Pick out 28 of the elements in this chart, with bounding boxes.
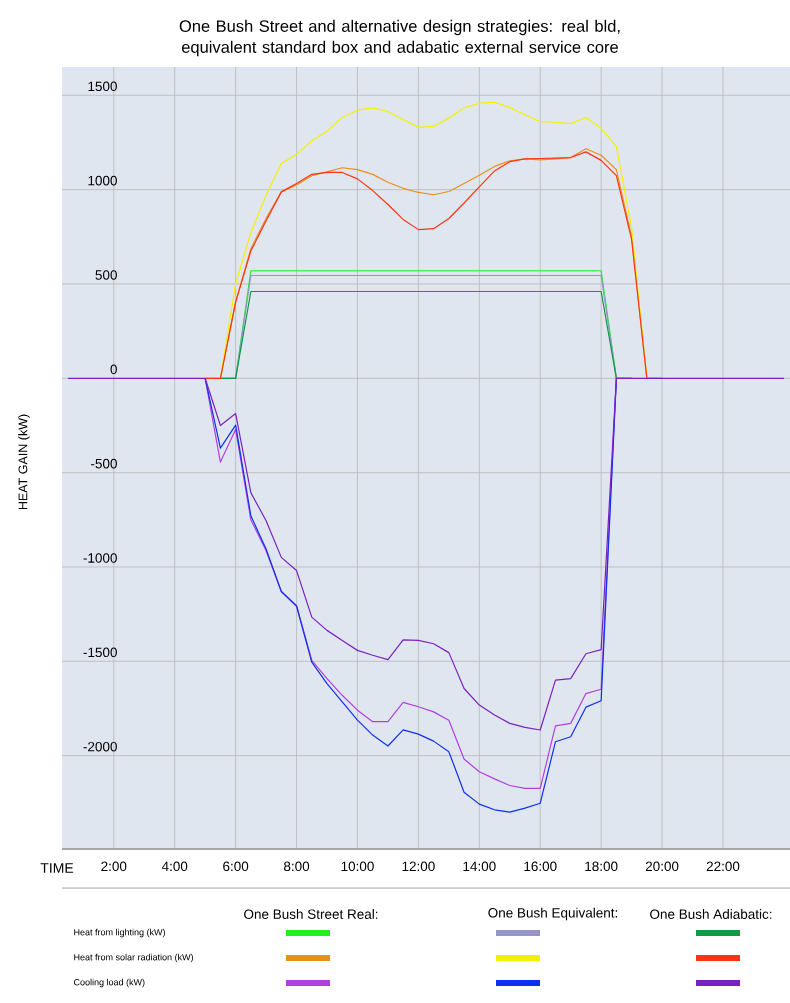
y-tick-label: -2000 [83, 741, 117, 752]
x-tick-label: 20:00 [645, 861, 679, 872]
text: Heat from lighting (kW) [74, 928, 165, 938]
x-tick-label: 10:00 [341, 861, 374, 872]
x-tick-label: 12:00 [402, 861, 435, 872]
x-axis-title: TIME [40, 863, 74, 873]
y-axis-title: HEAT GAIN (kW) [18, 414, 30, 510]
y-tick-label: 1500 [88, 81, 117, 92]
text: One Bush Street Real: [244, 909, 378, 919]
x-tick-label: 4:00 [161, 861, 188, 872]
x-tick-label: 16:00 [524, 861, 557, 872]
text: Heat from solar radiation (kW) [74, 953, 193, 963]
y-tick-label: -1500 [83, 647, 117, 658]
text: One Bush Adiabatic: [650, 909, 772, 919]
y-tick-label: 1000 [88, 175, 117, 186]
y-tick-label: 0 [110, 364, 117, 375]
x-tick-label: 14:00 [463, 861, 496, 872]
y-tick-label: 500 [95, 270, 117, 280]
chart-title: One Bush Street and alternative design strategies: real bld, equivalent standard box and adabatic external service core [179, 19, 620, 57]
x-tick-label: 6:00 [223, 861, 249, 872]
x-tick-label: 8:00 [283, 861, 310, 872]
text: Cooling load (kW) [73, 978, 145, 988]
y-tick-label: -1000 [83, 553, 117, 563]
y-tick-label: -500 [91, 458, 117, 469]
x-tick-label: 18:00 [585, 861, 618, 872]
text: One Bush Equivalent: [488, 907, 618, 921]
x-tick-label: 2:00 [101, 861, 127, 872]
x-tick-label: 22:00 [706, 861, 740, 872]
